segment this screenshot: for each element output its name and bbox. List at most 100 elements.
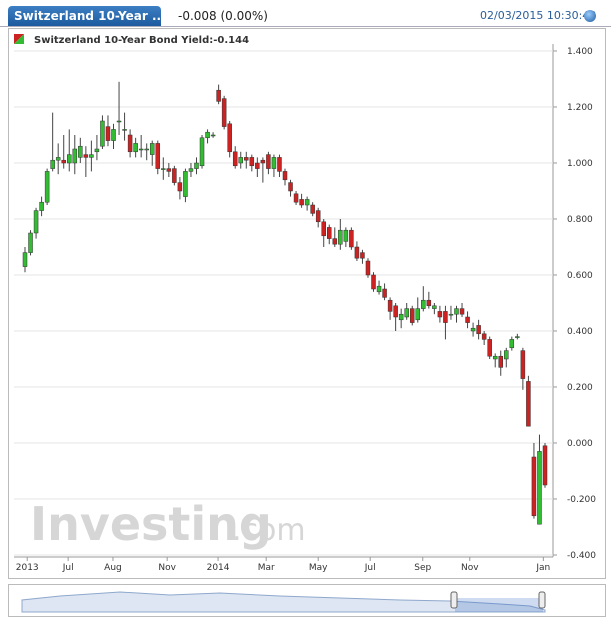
refresh-button[interactable] <box>584 10 596 22</box>
candle-body <box>520 350 526 379</box>
candle-body <box>116 120 122 123</box>
candle-body <box>161 168 166 170</box>
candle-body <box>100 120 105 147</box>
navigator-handle[interactable] <box>450 591 458 609</box>
candle-body <box>515 336 520 338</box>
x-tick-label: Jan <box>535 563 550 573</box>
candle-body <box>78 145 83 158</box>
candle-body <box>421 299 426 309</box>
x-tick-label: Nov <box>158 563 176 573</box>
candle-body <box>149 143 155 155</box>
candle-body <box>44 171 50 203</box>
navigator-preview <box>21 591 546 613</box>
candle-body <box>365 260 371 276</box>
candle-body <box>144 148 149 151</box>
frame <box>8 28 606 579</box>
candle-body <box>249 157 255 167</box>
header-rule <box>0 26 611 27</box>
candle-body <box>343 229 349 242</box>
candle-body <box>238 157 243 164</box>
watermark: Investing <box>30 497 272 551</box>
candle-body <box>321 221 326 237</box>
candle-body <box>288 182 293 192</box>
candle-body <box>382 288 387 298</box>
y-tick-label: 1.400 <box>567 47 593 57</box>
candle-body <box>89 154 94 158</box>
y-tick-label: -0.200 <box>567 495 596 505</box>
tab[interactable] <box>8 6 161 26</box>
candle-body <box>122 129 127 131</box>
y-tick-label: 0.200 <box>567 383 593 393</box>
candle-body <box>332 238 338 245</box>
candle-body <box>271 157 277 169</box>
candle-body <box>39 201 44 211</box>
candle-body <box>33 210 39 234</box>
y-tick-label: 1.000 <box>567 159 593 169</box>
candle-body <box>443 311 448 323</box>
candle-body <box>315 210 321 223</box>
candle-body <box>454 308 459 315</box>
candle-body <box>166 168 172 172</box>
candle-body <box>194 162 199 169</box>
timestamp: 02/03/2015 10:30:43 <box>480 9 597 22</box>
candle-body <box>138 148 144 151</box>
candle-body <box>255 162 260 169</box>
y-tick-label: 0.000 <box>567 439 593 449</box>
x-tick-label: Mar <box>258 563 275 573</box>
candle-body <box>50 159 55 169</box>
navigator-handle[interactable] <box>538 591 546 609</box>
candle-body <box>67 154 72 164</box>
candle-body <box>437 311 443 318</box>
candle-body <box>542 445 548 486</box>
candle-body <box>327 227 332 239</box>
candle-body <box>221 98 227 127</box>
candle-body <box>188 168 194 172</box>
candle-body <box>481 333 487 340</box>
candle-body <box>22 252 28 267</box>
candle-body <box>393 305 398 318</box>
candle-body <box>127 134 133 153</box>
candle-body <box>299 199 304 206</box>
candle-body <box>526 381 531 427</box>
candle-body <box>415 308 421 321</box>
candle-body <box>111 129 116 141</box>
candle-body <box>266 154 271 169</box>
candle-body <box>232 151 238 167</box>
candle-body <box>28 232 33 253</box>
candle-body <box>349 229 354 248</box>
navigator-window[interactable] <box>455 598 543 612</box>
candle-body <box>509 339 515 349</box>
candle-body <box>155 143 161 169</box>
candle-body <box>55 157 61 161</box>
y-tick-label: 0.800 <box>567 215 593 225</box>
candle-body <box>476 325 481 335</box>
x-tick-label: 2014 <box>207 563 230 573</box>
x-tick-label: Aug <box>104 563 122 573</box>
candle-body <box>338 229 343 245</box>
candle-body <box>360 252 365 259</box>
candle-body <box>470 327 476 332</box>
candle-body <box>172 168 177 183</box>
candle-body <box>537 451 542 525</box>
candle-body <box>133 143 138 153</box>
candle-body <box>487 339 492 357</box>
tab-title: Switzerland 10-Year ... <box>14 9 166 23</box>
candle-body <box>277 157 282 172</box>
candle-body <box>216 89 221 102</box>
candle-body <box>376 285 382 293</box>
candle-body <box>498 355 503 368</box>
candle-body <box>387 299 393 312</box>
candle-body <box>531 456 537 517</box>
candle-body <box>354 246 360 259</box>
candle-body <box>244 157 249 161</box>
candle-body <box>177 182 183 192</box>
candle-body <box>304 199 310 206</box>
y-tick-label: 1.200 <box>567 103 593 113</box>
y-tick-label: 0.400 <box>567 327 593 337</box>
candle-body <box>282 171 288 181</box>
candle-body <box>105 126 111 141</box>
candle-body <box>371 274 376 290</box>
x-tick-label: 2013 <box>16 563 39 573</box>
candle-body <box>210 134 216 137</box>
